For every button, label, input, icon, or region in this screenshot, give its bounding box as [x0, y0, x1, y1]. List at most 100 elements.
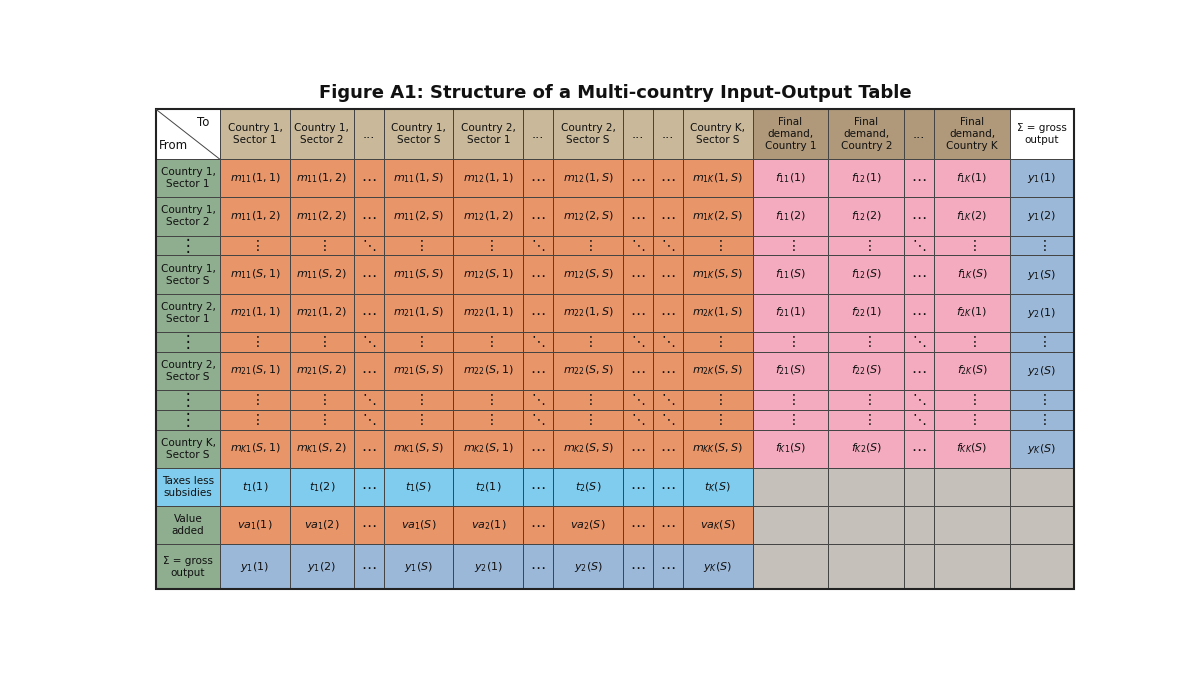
Text: Country 1,
Sector 2: Country 1, Sector 2	[294, 124, 349, 145]
Bar	[934, 159, 1010, 198]
Bar	[653, 389, 683, 410]
Text: $m_{2K}(S,S)$: $m_{2K}(S,S)$	[692, 364, 743, 377]
Text: $m_{K2}(S,1)$: $m_{K2}(S,1)$	[463, 442, 514, 456]
Bar	[828, 544, 905, 589]
Bar	[905, 429, 934, 468]
Text: Σ = gross
output: Σ = gross output	[163, 556, 214, 578]
Bar	[384, 506, 454, 544]
Text: $y_1(S)$: $y_1(S)$	[404, 560, 433, 574]
Bar	[220, 506, 290, 544]
Bar	[553, 389, 623, 410]
Bar	[156, 410, 220, 429]
Text: $\ddots$: $\ddots$	[912, 238, 926, 253]
Bar	[683, 198, 752, 236]
Bar	[384, 544, 454, 589]
Text: $\cdots$: $\cdots$	[530, 171, 546, 186]
Text: $\ddots$: $\ddots$	[912, 392, 926, 407]
Text: $\cdots$: $\cdots$	[912, 171, 926, 186]
Bar	[934, 468, 1010, 506]
Bar	[220, 468, 290, 506]
Bar	[354, 389, 384, 410]
Bar	[1010, 294, 1074, 331]
Text: Country 1,
Sector S: Country 1, Sector S	[161, 263, 216, 286]
Bar	[828, 256, 905, 294]
Text: $m_{22}(S,S)$: $m_{22}(S,S)$	[563, 364, 613, 377]
Bar	[752, 159, 828, 198]
Text: $f_{21}(S)$: $f_{21}(S)$	[775, 364, 806, 377]
Text: $\cdots$: $\cdots$	[660, 209, 676, 224]
Text: $\vdots$: $\vdots$	[786, 392, 796, 407]
Text: ...: ...	[532, 128, 545, 141]
Text: $va_1(1)$: $va_1(1)$	[238, 518, 272, 532]
Bar	[934, 256, 1010, 294]
Text: $f_{11}(1)$: $f_{11}(1)$	[775, 171, 806, 185]
Text: $m_{21}(S,2)$: $m_{21}(S,2)$	[296, 364, 347, 377]
Bar	[220, 236, 290, 256]
Text: ...: ...	[631, 128, 644, 141]
Text: $m_{12}(2,S)$: $m_{12}(2,S)$	[563, 210, 613, 223]
Bar	[905, 198, 934, 236]
Text: $f_{12}(1)$: $f_{12}(1)$	[851, 171, 882, 185]
Text: $m_{K2}(S,S)$: $m_{K2}(S,S)$	[563, 442, 613, 456]
Text: Figure A1: Structure of a Multi-country Input-Output Table: Figure A1: Structure of a Multi-country …	[319, 84, 911, 103]
Text: $\ddots$: $\ddots$	[361, 238, 376, 253]
Bar	[523, 294, 553, 331]
Bar	[290, 198, 354, 236]
Bar	[354, 352, 384, 389]
Text: $f_{2K}(S)$: $f_{2K}(S)$	[956, 364, 988, 377]
Text: From: From	[158, 140, 188, 153]
Text: Final
demand,
Country K: Final demand, Country K	[947, 117, 998, 151]
Bar	[354, 429, 384, 468]
Bar	[934, 352, 1010, 389]
Bar	[623, 331, 653, 352]
Bar	[623, 410, 653, 429]
Text: $y_1(2)$: $y_1(2)$	[307, 560, 336, 574]
Bar	[828, 429, 905, 468]
Text: $\vdots$: $\vdots$	[317, 392, 326, 407]
Text: $\cdots$: $\cdots$	[530, 209, 546, 224]
Text: $m_{11}(1,2)$: $m_{11}(1,2)$	[296, 171, 347, 185]
Text: ⋮: ⋮	[180, 333, 197, 350]
Bar	[290, 256, 354, 294]
Bar	[290, 159, 354, 198]
Text: $\cdots$: $\cdots$	[660, 517, 676, 533]
Bar	[828, 236, 905, 256]
Bar	[553, 506, 623, 544]
Text: ⋮: ⋮	[180, 391, 197, 408]
Bar	[653, 294, 683, 331]
Text: $t_1(S)$: $t_1(S)$	[406, 480, 432, 493]
Bar	[384, 294, 454, 331]
Bar	[653, 109, 683, 159]
Bar	[752, 468, 828, 506]
Bar	[1010, 109, 1074, 159]
Bar	[653, 236, 683, 256]
Bar	[653, 256, 683, 294]
Bar	[934, 109, 1010, 159]
Text: $\cdots$: $\cdots$	[530, 267, 546, 282]
Bar	[523, 236, 553, 256]
Text: $\vdots$: $\vdots$	[484, 412, 493, 427]
Text: $\ddots$: $\ddots$	[631, 238, 646, 253]
Bar	[623, 544, 653, 589]
Text: $m_{21}(1,2)$: $m_{21}(1,2)$	[296, 306, 347, 319]
Text: $m_{11}(S,S)$: $m_{11}(S,S)$	[394, 268, 444, 281]
Bar	[752, 352, 828, 389]
Text: Country K,
Sector S: Country K, Sector S	[690, 124, 745, 145]
Bar	[828, 294, 905, 331]
Bar	[220, 159, 290, 198]
Text: $f_{12}(S)$: $f_{12}(S)$	[851, 268, 882, 281]
Bar	[354, 256, 384, 294]
Bar	[934, 410, 1010, 429]
Text: $\vdots$: $\vdots$	[713, 392, 722, 407]
Text: $\cdots$: $\cdots$	[660, 441, 676, 456]
Bar	[454, 544, 523, 589]
Text: $m_{12}(1,2)$: $m_{12}(1,2)$	[463, 210, 514, 223]
Bar	[354, 544, 384, 589]
Text: $\ddots$: $\ddots$	[661, 392, 674, 407]
Bar	[1010, 389, 1074, 410]
Text: $m_{11}(S,1)$: $m_{11}(S,1)$	[229, 268, 281, 281]
Bar	[523, 468, 553, 506]
Bar	[290, 389, 354, 410]
Bar	[905, 294, 934, 331]
Text: $\vdots$: $\vdots$	[583, 238, 593, 253]
